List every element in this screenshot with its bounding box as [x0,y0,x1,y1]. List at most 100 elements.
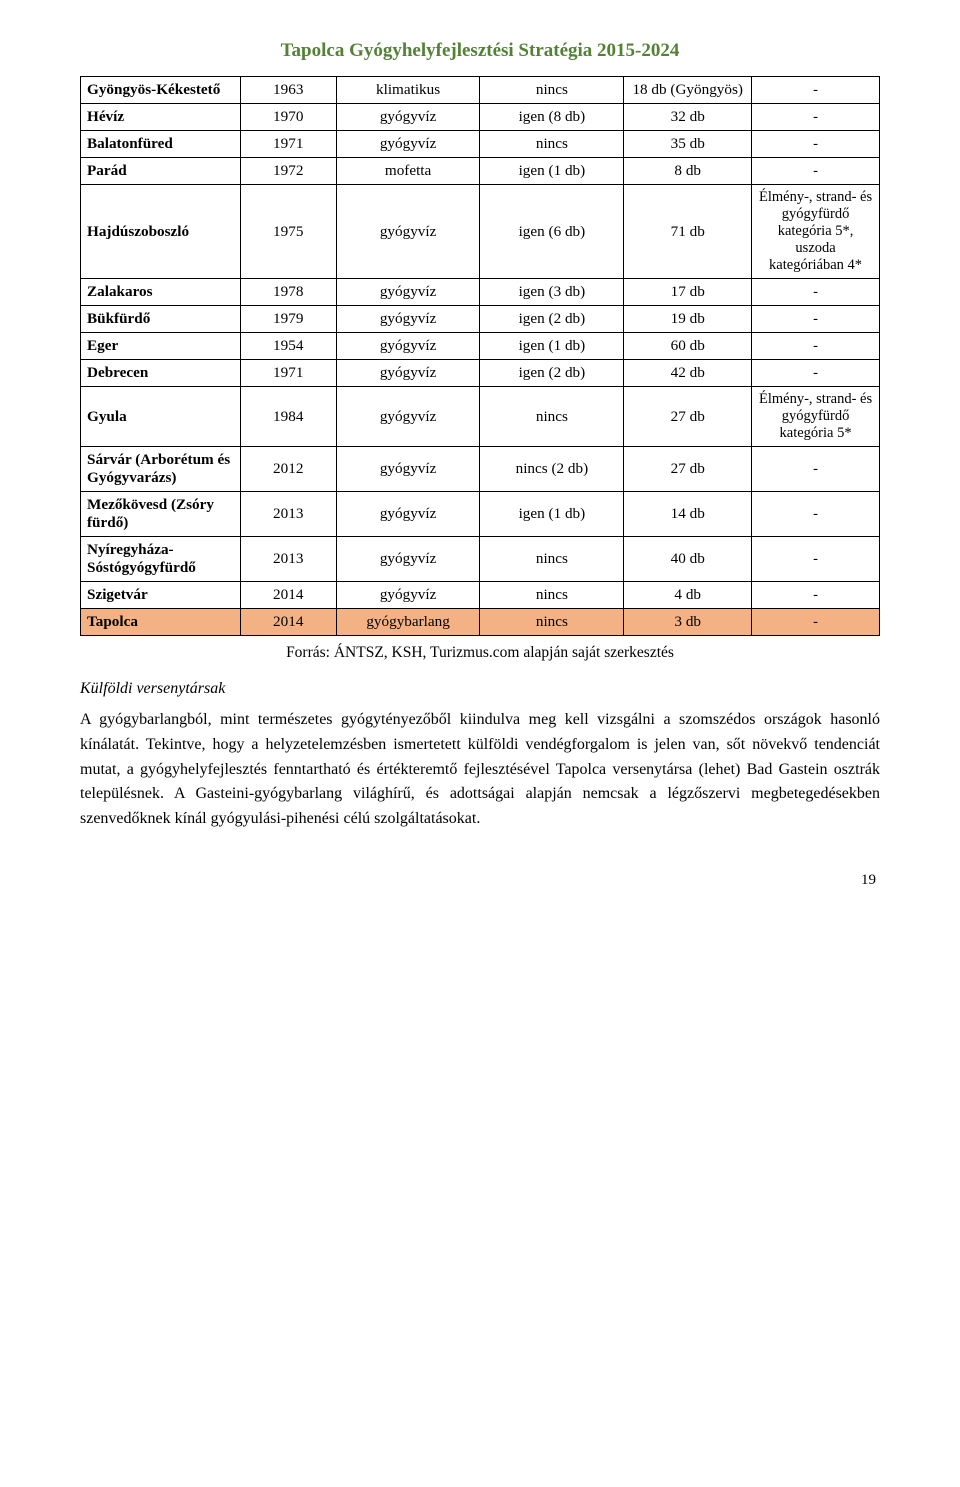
year-cell: 1963 [240,77,336,104]
city-cell: Sárvár (Arborétum és Gyógyvarázs) [81,447,241,492]
count-cell: 19 db [624,306,752,333]
count-cell: 17 db [624,279,752,306]
qualification-cell: igen (1 db) [480,333,624,360]
table-row: Gyöngyös-Kékestető1963klimatikusnincs18 … [81,77,880,104]
table-row: Debrecen1971gyógyvízigen (2 db)42 db- [81,360,880,387]
type-cell: gyógyvíz [336,333,480,360]
count-cell: 18 db (Gyöngyös) [624,77,752,104]
table-row: Bükfürdő1979gyógyvízigen (2 db)19 db- [81,306,880,333]
type-cell: gyógyvíz [336,582,480,609]
city-cell: Mezőkövesd (Zsóry fürdő) [81,492,241,537]
table-row: Zalakaros1978gyógyvízigen (3 db)17 db- [81,279,880,306]
type-cell: gyógyvíz [336,447,480,492]
section-subheading: Külföldi versenytársak [80,680,880,698]
table-row: Parád1972mofettaigen (1 db)8 db- [81,158,880,185]
note-cell: - [752,609,880,636]
year-cell: 1979 [240,306,336,333]
type-cell: gyógyvíz [336,185,480,279]
type-cell: klimatikus [336,77,480,104]
city-cell: Gyula [81,387,241,447]
note-cell: - [752,333,880,360]
qualification-cell: igen (1 db) [480,492,624,537]
note-cell: - [752,582,880,609]
city-cell: Tapolca [81,609,241,636]
qualification-cell: igen (2 db) [480,306,624,333]
note-cell: - [752,279,880,306]
city-cell: Balatonfüred [81,131,241,158]
type-cell: gyógybarlang [336,609,480,636]
city-cell: Nyíregyháza-Sóstógyógyfürdő [81,537,241,582]
source-line: Forrás: ÁNTSZ, KSH, Turizmus.com alapján… [80,644,880,662]
type-cell: gyógyvíz [336,492,480,537]
count-cell: 60 db [624,333,752,360]
table-row: Szigetvár2014gyógyvíznincs4 db- [81,582,880,609]
body-paragraph: A gyógybarlangból, mint természetes gyóg… [80,708,880,832]
table-row: Sárvár (Arborétum és Gyógyvarázs)2012gyó… [81,447,880,492]
note-cell: - [752,77,880,104]
qualification-cell: nincs [480,131,624,158]
year-cell: 2014 [240,609,336,636]
type-cell: mofetta [336,158,480,185]
city-cell: Szigetvár [81,582,241,609]
note-cell: - [752,131,880,158]
qualification-cell: igen (6 db) [480,185,624,279]
table-row: Hévíz1970gyógyvízigen (8 db)32 db- [81,104,880,131]
city-cell: Debrecen [81,360,241,387]
count-cell: 35 db [624,131,752,158]
note-cell: Élmény-, strand- és gyógyfürdő kategória… [752,387,880,447]
qualification-cell: nincs [480,582,624,609]
table-row: Balatonfüred1971gyógyvíznincs35 db- [81,131,880,158]
page-number: 19 [80,872,880,889]
year-cell: 1984 [240,387,336,447]
city-cell: Zalakaros [81,279,241,306]
year-cell: 2013 [240,537,336,582]
city-cell: Bükfürdő [81,306,241,333]
qualification-cell: igen (1 db) [480,158,624,185]
count-cell: 27 db [624,387,752,447]
note-cell: Élmény-, strand- és gyógyfürdő kategória… [752,185,880,279]
type-cell: gyógyvíz [336,537,480,582]
type-cell: gyógyvíz [336,131,480,158]
year-cell: 2013 [240,492,336,537]
year-cell: 1975 [240,185,336,279]
year-cell: 1972 [240,158,336,185]
city-cell: Hajdúszoboszló [81,185,241,279]
note-cell: - [752,492,880,537]
table-row: Tapolca2014gyógybarlangnincs3 db- [81,609,880,636]
page-title: Tapolca Gyógyhelyfejlesztési Stratégia 2… [80,40,880,62]
count-cell: 71 db [624,185,752,279]
spa-cities-table: Gyöngyös-Kékestető1963klimatikusnincs18 … [80,76,880,636]
count-cell: 42 db [624,360,752,387]
note-cell: - [752,158,880,185]
count-cell: 40 db [624,537,752,582]
table-row: Eger1954gyógyvízigen (1 db)60 db- [81,333,880,360]
type-cell: gyógyvíz [336,360,480,387]
table-row: Hajdúszoboszló1975gyógyvízigen (6 db)71 … [81,185,880,279]
qualification-cell: nincs [480,77,624,104]
year-cell: 1978 [240,279,336,306]
note-cell: - [752,306,880,333]
count-cell: 27 db [624,447,752,492]
qualification-cell: igen (8 db) [480,104,624,131]
type-cell: gyógyvíz [336,306,480,333]
note-cell: - [752,447,880,492]
count-cell: 8 db [624,158,752,185]
note-cell: - [752,537,880,582]
qualification-cell: nincs (2 db) [480,447,624,492]
note-cell: - [752,360,880,387]
city-cell: Eger [81,333,241,360]
table-row: Gyula1984gyógyvíznincs27 dbÉlmény-, stra… [81,387,880,447]
qualification-cell: nincs [480,609,624,636]
city-cell: Parád [81,158,241,185]
type-cell: gyógyvíz [336,104,480,131]
year-cell: 1971 [240,131,336,158]
year-cell: 2014 [240,582,336,609]
count-cell: 3 db [624,609,752,636]
year-cell: 1970 [240,104,336,131]
type-cell: gyógyvíz [336,387,480,447]
note-cell: - [752,104,880,131]
qualification-cell: igen (2 db) [480,360,624,387]
count-cell: 14 db [624,492,752,537]
city-cell: Gyöngyös-Kékestető [81,77,241,104]
qualification-cell: nincs [480,537,624,582]
